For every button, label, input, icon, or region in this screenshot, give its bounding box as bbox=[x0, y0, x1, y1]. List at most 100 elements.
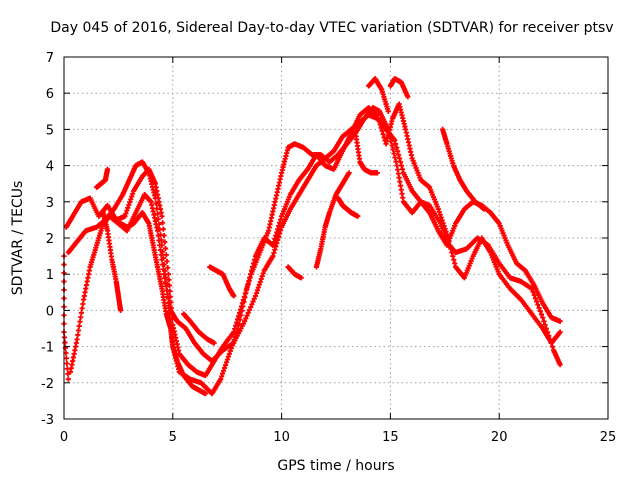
data-point-marker bbox=[123, 210, 129, 217]
data-point-marker bbox=[379, 128, 385, 134]
data-point-marker bbox=[62, 339, 68, 346]
data-point-marker bbox=[346, 170, 352, 176]
series-fragment-1 bbox=[100, 210, 124, 313]
data-point-marker bbox=[398, 163, 405, 169]
data-point-marker bbox=[260, 270, 266, 276]
data-point-marker bbox=[436, 209, 442, 215]
data-point-marker bbox=[393, 158, 399, 165]
y-tick-label: 0 bbox=[46, 304, 54, 319]
series-fragment-5 bbox=[207, 264, 237, 299]
data-point-marker bbox=[159, 257, 165, 263]
data-point-marker bbox=[152, 195, 158, 201]
data-point-marker bbox=[219, 373, 225, 379]
y-tick-label: 3 bbox=[46, 196, 54, 211]
data-point-marker bbox=[273, 232, 279, 239]
data-point-marker bbox=[385, 108, 391, 114]
y-tick-label: 7 bbox=[46, 51, 54, 66]
data-point-marker bbox=[247, 275, 253, 281]
data-point-marker bbox=[256, 282, 262, 288]
data-point-marker bbox=[239, 308, 245, 314]
series-track-c bbox=[67, 112, 563, 375]
data-point-marker bbox=[126, 202, 132, 208]
data-point-marker bbox=[218, 376, 224, 382]
series-fragment-10 bbox=[366, 76, 391, 114]
data-point-marker bbox=[223, 359, 230, 365]
data-point-marker bbox=[160, 266, 166, 272]
data-point-marker bbox=[270, 242, 276, 248]
data-point-marker bbox=[534, 298, 540, 305]
data-point-marker bbox=[374, 170, 380, 176]
data-point-marker bbox=[157, 247, 164, 253]
data-point-marker bbox=[298, 275, 304, 281]
x-tick-label: 15 bbox=[382, 430, 399, 445]
data-point-marker bbox=[393, 141, 399, 147]
data-point-marker bbox=[202, 391, 209, 397]
y-tick-label: 6 bbox=[46, 87, 54, 102]
data-point-marker bbox=[64, 366, 70, 372]
data-point-marker bbox=[165, 265, 171, 271]
x-tick-label: 10 bbox=[273, 430, 290, 445]
series-fragment-9 bbox=[352, 130, 380, 176]
data-point-marker bbox=[439, 217, 445, 223]
data-point-marker bbox=[549, 344, 555, 350]
data-point-marker bbox=[449, 249, 455, 256]
data-point-marker bbox=[80, 301, 86, 307]
data-point-marker bbox=[226, 351, 232, 357]
data-point-marker bbox=[278, 227, 284, 233]
data-point-marker bbox=[441, 223, 447, 229]
data-point-marker bbox=[557, 329, 563, 335]
data-point-marker bbox=[127, 199, 133, 205]
data-point-marker bbox=[270, 253, 276, 259]
data-point-marker bbox=[122, 213, 128, 219]
data-point-marker bbox=[380, 131, 386, 137]
data-point-marker bbox=[221, 365, 228, 371]
series-fragment-12 bbox=[440, 126, 487, 212]
data-point-marker bbox=[277, 230, 283, 237]
data-point-marker bbox=[248, 271, 254, 277]
data-point-marker bbox=[241, 299, 247, 305]
data-point-marker bbox=[160, 220, 166, 226]
series-fragment-13 bbox=[61, 253, 71, 382]
data-point-marker bbox=[443, 228, 449, 235]
data-point-marker bbox=[222, 362, 229, 368]
data-point-marker bbox=[451, 257, 457, 263]
data-series bbox=[61, 76, 563, 397]
series-fragment-2 bbox=[94, 166, 111, 190]
data-point-marker bbox=[388, 138, 394, 145]
x-tick-label: 20 bbox=[491, 430, 508, 445]
data-point-marker bbox=[238, 312, 244, 318]
data-point-marker bbox=[557, 318, 563, 324]
data-point-marker bbox=[245, 282, 251, 288]
series-fragment-4 bbox=[181, 311, 217, 346]
data-point-marker bbox=[162, 245, 169, 252]
data-point-marker bbox=[438, 214, 444, 221]
data-point-marker bbox=[225, 354, 232, 360]
grid-lines bbox=[64, 57, 608, 419]
data-point-marker bbox=[536, 305, 542, 311]
data-point-marker bbox=[124, 208, 130, 214]
data-point-marker bbox=[394, 144, 400, 151]
data-point-marker bbox=[271, 239, 277, 245]
data-point-marker bbox=[77, 319, 83, 325]
data-point-marker bbox=[162, 239, 168, 245]
data-point-marker bbox=[165, 271, 172, 277]
series-fragment-7 bbox=[313, 170, 352, 270]
data-point-marker bbox=[65, 376, 71, 382]
data-point-marker bbox=[257, 279, 263, 285]
data-point-marker bbox=[249, 267, 255, 274]
data-point-marker bbox=[275, 226, 281, 232]
data-point-marker bbox=[220, 370, 226, 377]
x-tick-label: 5 bbox=[169, 430, 177, 445]
data-point-marker bbox=[237, 317, 243, 323]
data-point-marker bbox=[259, 273, 265, 279]
data-point-marker bbox=[156, 237, 162, 244]
data-point-marker bbox=[166, 277, 172, 283]
axis-ticks: 0 5 10 15 20 25 -3 -2 -1 0 1 2 3 4 5 6 7 bbox=[41, 51, 616, 445]
data-point-marker bbox=[75, 332, 81, 338]
y-axis-title: SDTVAR / TECUs bbox=[10, 181, 26, 296]
data-point-marker bbox=[275, 237, 281, 243]
data-point-marker bbox=[242, 294, 248, 301]
data-point-marker bbox=[155, 216, 161, 222]
data-point-marker bbox=[157, 242, 163, 248]
series-track-a bbox=[63, 105, 563, 379]
